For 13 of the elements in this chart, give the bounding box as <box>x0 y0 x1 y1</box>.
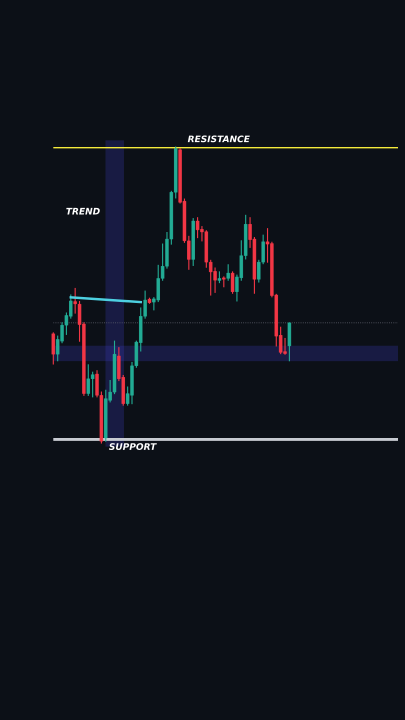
candlestick <box>218 271 222 284</box>
candlestick <box>288 322 292 362</box>
candlestick <box>73 288 77 314</box>
candlestick <box>222 276 226 288</box>
candlestick <box>86 364 90 396</box>
annotation: TREND <box>66 208 100 214</box>
candlestick <box>90 372 94 398</box>
candlestick <box>52 332 56 365</box>
candlestick <box>230 271 234 294</box>
candlestick <box>283 338 287 355</box>
ref-line-label: SUPPORT <box>108 443 157 450</box>
ref-line-label: RESISTANCE <box>188 135 250 142</box>
candlestick <box>226 264 230 281</box>
